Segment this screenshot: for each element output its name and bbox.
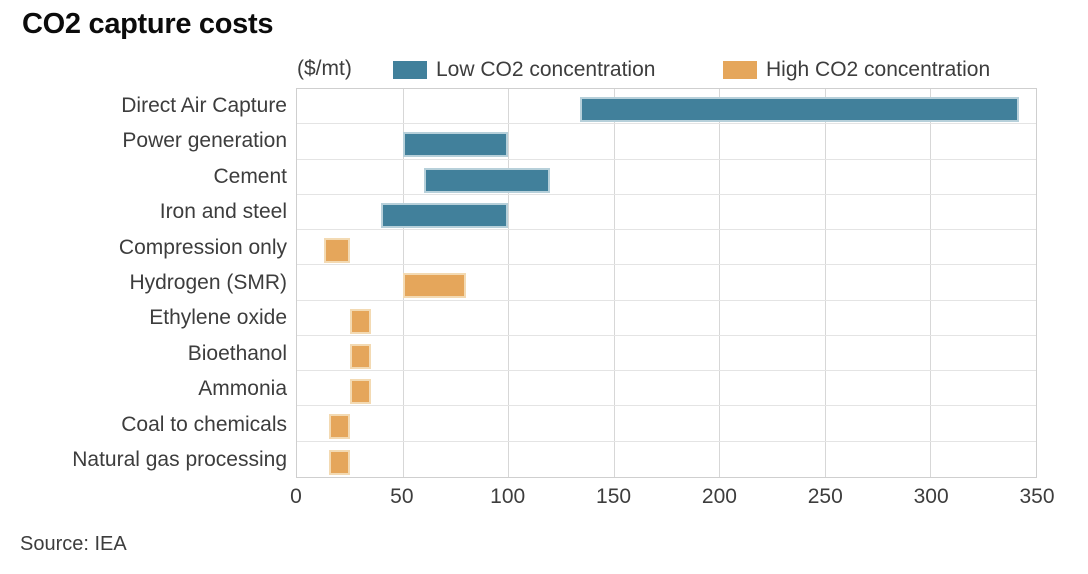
x-tick-label: 350 — [1019, 485, 1055, 508]
bar-row — [297, 160, 1036, 195]
bar-row — [297, 124, 1036, 160]
category-label: Natural gas processing — [72, 448, 287, 472]
range-bar — [402, 132, 509, 158]
range-bar — [349, 343, 371, 369]
bar-row — [297, 336, 1036, 372]
category-label: Ammonia — [198, 377, 287, 401]
chart-title: CO2 capture costs — [22, 8, 274, 40]
legend-item: High CO2 concentration — [723, 58, 990, 82]
category-label: Ethylene oxide — [149, 306, 287, 330]
bar-row — [297, 301, 1036, 336]
bar-row — [297, 442, 1036, 477]
gridline-x-100 — [508, 89, 510, 477]
gridline-x-150 — [613, 89, 615, 477]
gridline-x-200 — [719, 89, 721, 477]
range-bar — [349, 308, 371, 334]
bar-row — [297, 230, 1036, 266]
x-tick-label: 250 — [807, 485, 843, 508]
x-tick-label: 0 — [290, 485, 302, 508]
category-label: Compression only — [118, 235, 287, 259]
x-tick-label: 150 — [596, 485, 632, 508]
bar-row — [297, 89, 1036, 125]
axis-unit-label: ($/mt) — [297, 57, 352, 80]
x-tick-label: 300 — [913, 485, 949, 508]
range-bar — [328, 449, 350, 475]
legend-label: High CO2 concentration — [766, 58, 991, 81]
source-note: Source: IEA — [20, 533, 127, 555]
legend-swatch-low — [393, 61, 427, 79]
legend-swatch-high — [723, 61, 757, 79]
x-tick-label: 100 — [490, 485, 526, 508]
bar-row — [297, 265, 1036, 301]
category-label: Hydrogen (SMR) — [129, 270, 287, 294]
legend-label: Low CO2 concentration — [436, 58, 656, 81]
bar-row — [297, 371, 1036, 407]
range-bar — [579, 97, 1020, 122]
gridline-x-300 — [930, 89, 932, 477]
category-label: Iron and steel — [159, 200, 287, 224]
x-axis-ticks: 0 50 100 150 200 250 300 350 — [290, 485, 1054, 511]
range-bar — [349, 379, 371, 405]
gridline-x-250 — [824, 89, 826, 477]
range-bar — [381, 202, 509, 228]
y-axis-labels: Direct Air Capture Power generation Cement… — [0, 88, 287, 478]
legend-item: Low CO2 concentration — [393, 58, 655, 82]
category-label: Bioethanol — [187, 341, 287, 365]
x-tick-label: 50 — [390, 485, 414, 508]
range-bar — [324, 238, 350, 264]
category-label: Direct Air Capture — [121, 93, 287, 117]
bar-row — [297, 195, 1036, 231]
x-tick-label: 200 — [701, 485, 737, 508]
category-label: Power generation — [122, 129, 287, 153]
range-bar — [328, 414, 350, 440]
category-label: Cement — [213, 164, 287, 188]
plot-area — [296, 88, 1037, 478]
category-label: Coal to chemicals — [121, 412, 287, 436]
bar-row — [297, 406, 1036, 442]
range-bar — [402, 273, 466, 299]
range-bar — [423, 167, 551, 193]
